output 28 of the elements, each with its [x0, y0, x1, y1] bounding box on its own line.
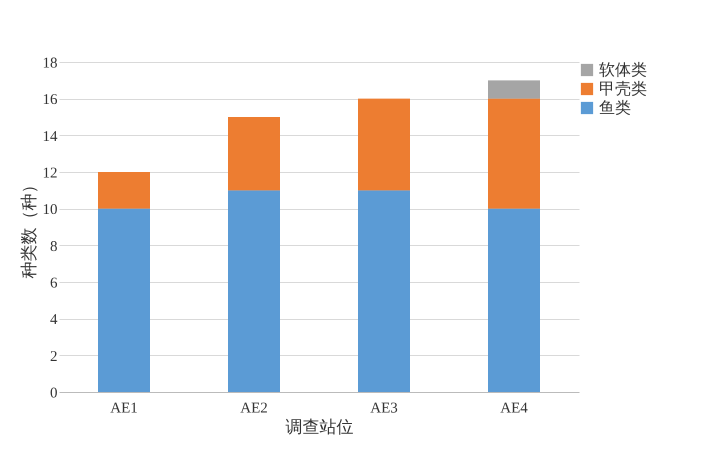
- legend-label: 甲壳类: [599, 80, 647, 98]
- bar: [358, 98, 410, 190]
- y-tick-label: 0: [50, 386, 58, 402]
- bar: [358, 190, 410, 392]
- bar: [488, 98, 540, 209]
- bar: [98, 208, 150, 392]
- y-tick-label: 4: [50, 312, 58, 328]
- x-tick-label: AE2: [240, 400, 268, 416]
- y-axis-title: 种类数（种）: [20, 176, 38, 278]
- y-tick-label: 16: [42, 92, 58, 108]
- bar: [228, 190, 280, 392]
- x-tick-label: AE4: [500, 400, 528, 416]
- y-tick-label: 12: [42, 166, 58, 182]
- x-tick-label: AE1: [110, 400, 138, 416]
- y-tick-label: 14: [42, 128, 58, 145]
- y-tick-label: 8: [50, 238, 58, 255]
- x-axis-title: 调查站位: [286, 418, 354, 436]
- y-tick-label: 10: [42, 202, 58, 218]
- y-tick-label: 6: [50, 276, 58, 292]
- y-tick-label: 18: [42, 56, 58, 72]
- legend-label: 鱼类: [599, 99, 631, 117]
- bar: [98, 172, 150, 209]
- y-tick-label: 2: [50, 348, 58, 365]
- x-tick-label: AE3: [370, 400, 398, 416]
- bar: [488, 208, 540, 392]
- bar: [488, 80, 540, 99]
- legend-label: 软体类: [599, 61, 647, 79]
- bar: [228, 117, 280, 190]
